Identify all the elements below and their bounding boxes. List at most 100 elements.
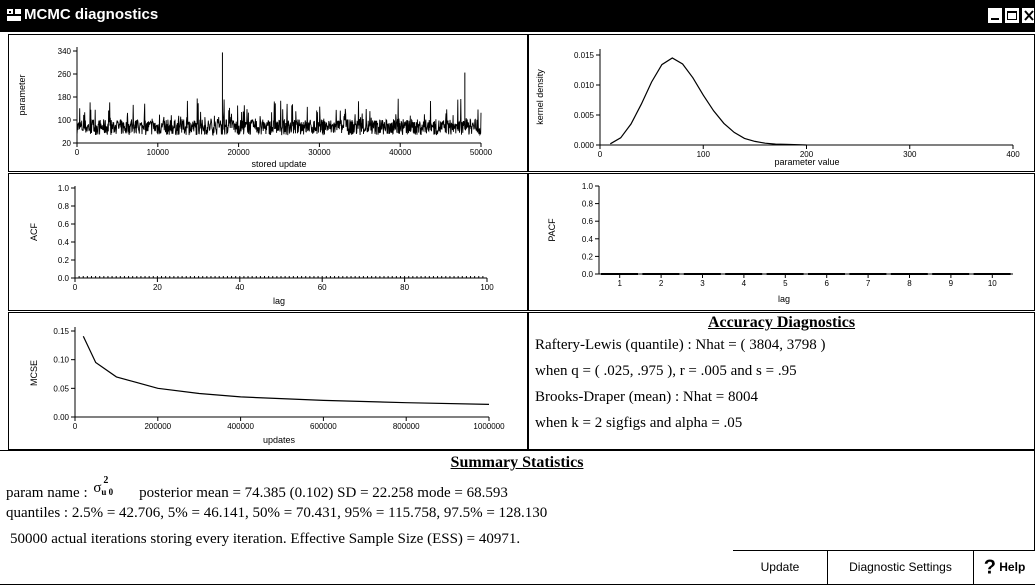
- acf-xtick-label: 40: [235, 283, 244, 292]
- pacf-ytick-label: 0.4: [582, 235, 594, 244]
- acf-xtick-label: 80: [400, 283, 409, 292]
- pacf-xtick-label: 5: [783, 279, 788, 288]
- pacf-panel: 0.0 0.2 0.4 0.6 0.8 1.0 1 2 3 4 5 6 7 8 9 10 PACF lag: [528, 173, 1035, 311]
- acf-xtick-label: 60: [318, 283, 327, 292]
- trace-ytick-label: 260: [58, 70, 72, 79]
- quantiles-line: quantiles : 2.5% = 42.706, 5% = 46.141, …: [6, 505, 548, 521]
- density-xlabel: parameter value: [774, 157, 839, 167]
- pacf-ytick-label: 0.6: [582, 217, 594, 226]
- pacf-xtick-label: 6: [824, 279, 829, 288]
- mcse-xtick-label: 800000: [393, 422, 420, 431]
- mcse-ytick-label: 0.00: [53, 413, 69, 422]
- brooks-draper-line: Brooks-Draper (mean) : Nhat = 8004: [535, 389, 758, 405]
- density-ytick-label: 0.000: [574, 141, 595, 150]
- pacf-xtick-label: 2: [659, 279, 664, 288]
- density-ytick-label: 0.005: [574, 111, 595, 120]
- trace-xtick-label: 10000: [147, 148, 170, 157]
- acf-plot: 0.0 0.2 0.4 0.6 0.8 1.0 0 20 40 60 80 100 ACF lag: [29, 184, 494, 306]
- acf-xtick-label: 100: [480, 283, 494, 292]
- trace-xtick-label: 20000: [227, 148, 250, 157]
- raftery-lewis-condition: when q = ( .025, .975 ), r = .005 and s …: [535, 363, 797, 379]
- trace-series: [76, 98, 482, 137]
- acf-ytick-label: 0.4: [58, 238, 70, 247]
- pacf-ylabel: PACF: [547, 218, 557, 242]
- acf-ylabel: ACF: [29, 222, 39, 241]
- mcse-xlabel: updates: [263, 435, 296, 445]
- acf-ytick-label: 0.2: [58, 256, 70, 265]
- pacf-xtick-label: 4: [742, 279, 747, 288]
- pacf-xtick-label: 10: [988, 279, 997, 288]
- acf-ytick-label: 0.8: [58, 202, 70, 211]
- density-panel: 0.000 0.005 0.010 0.015 0 100 200 300 400 kerne…: [528, 34, 1035, 172]
- pacf-plot: 0.0 0.2 0.4 0.6 0.8 1.0 1 2 3 4 5 6 7 8 9 10 PACF lag: [547, 182, 1013, 304]
- acf-panel: 0.0 0.2 0.4 0.6 0.8 1.0 0 20 40 60 80 100 ACF lag: [8, 173, 528, 311]
- density-xtick-label: 300: [903, 150, 917, 159]
- minimize-icon: [991, 18, 999, 20]
- density-plot: 0.000 0.005 0.010 0.015 0 100 200 300 400 kerne…: [535, 49, 1020, 167]
- pacf-xlabel: lag: [778, 294, 790, 304]
- trace-xtick-label: 40000: [389, 148, 412, 157]
- mcse-ytick-label: 0.10: [53, 356, 69, 365]
- help-button[interactable]: ? Help: [974, 550, 1035, 584]
- window-title: MCMC diagnostics: [24, 6, 159, 23]
- trace-ytick-label: 20: [62, 139, 71, 148]
- pacf-xtick-label: 1: [617, 279, 622, 288]
- diagnostic-settings-button[interactable]: Diagnostic Settings: [828, 550, 974, 584]
- mcse-xtick-label: 400000: [227, 422, 254, 431]
- acf-ytick-label: 1.0: [58, 184, 70, 193]
- mcse-xtick-label: 200000: [144, 422, 171, 431]
- pacf-ytick-label: 1.0: [582, 182, 594, 191]
- maximize-icon: [1007, 11, 1017, 20]
- trace-xtick-label: 50000: [470, 148, 493, 157]
- app-icon: [7, 9, 21, 21]
- trace-plot: 20 100 180 260 340 0 10000 20000 30000 40000 5000…: [17, 47, 493, 169]
- density-xtick-label: 200: [800, 150, 814, 159]
- mcse-xtick-label: 600000: [310, 422, 337, 431]
- pacf-xtick-label: 8: [907, 279, 912, 288]
- pacf-ytick-label: 0.0: [582, 270, 594, 279]
- minimize-button[interactable]: [987, 7, 1003, 24]
- mcse-ytick-label: 0.05: [53, 384, 69, 393]
- pacf-xtick-label: 3: [700, 279, 705, 288]
- mcse-panel: 0.00 0.05 0.10 0.15 0 200000 400000 600000 8000…: [8, 312, 528, 450]
- mcse-plot: 0.00 0.05 0.10 0.15 0 200000 400000 600000 8000…: [29, 327, 505, 445]
- trace-panel: 20 100 180 260 340 0 10000 20000 30000 40000 5000…: [8, 34, 528, 172]
- density-ytick-label: 0.015: [574, 51, 595, 60]
- button-row: Update Diagnostic Settings ? Help: [733, 550, 1035, 584]
- param-label: param name :: [6, 485, 88, 501]
- mcse-ytick-label: 0.15: [53, 327, 69, 336]
- maximize-button[interactable]: [1004, 7, 1020, 24]
- trace-ytick-label: 340: [58, 47, 72, 56]
- trace-ytick-label: 100: [58, 116, 72, 125]
- trace-ylabel: parameter: [17, 74, 27, 115]
- acf-xtick-label: 20: [153, 283, 162, 292]
- param-row: param name : σ 2 u 0 posterior mean = 74…: [6, 475, 508, 502]
- density-xtick-label: 0: [598, 150, 603, 159]
- pacf-ytick-label: 0.2: [582, 252, 594, 261]
- mcse-curve: [82, 335, 490, 405]
- posterior-stats: posterior mean = 74.385 (0.102) SD = 22.…: [139, 485, 508, 501]
- update-button[interactable]: Update: [733, 550, 828, 584]
- mcse-ylabel: MCSE: [29, 360, 39, 386]
- acf-ytick-label: 0.0: [58, 274, 70, 283]
- density-ytick-label: 0.010: [574, 81, 595, 90]
- trace-xtick-label: 0: [75, 148, 80, 157]
- iterations-line: 50000 actual iterations storing every it…: [10, 531, 521, 547]
- close-icon: [1024, 10, 1034, 21]
- pacf-ytick-label: 0.8: [582, 200, 594, 209]
- trace-ytick-label: 180: [58, 93, 72, 102]
- acf-xtick-label: 0: [73, 283, 78, 292]
- brooks-draper-condition: when k = 2 sigfigs and alpha = .05: [535, 415, 743, 431]
- pacf-xtick-label: 9: [949, 279, 954, 288]
- question-mark-icon: ?: [983, 556, 996, 579]
- raftery-lewis-line: Raftery-Lewis (quantile) : Nhat = ( 3804…: [535, 337, 826, 353]
- summary-title: Summary Statistics: [450, 454, 584, 471]
- acf-ytick-label: 0.6: [58, 220, 70, 229]
- density-ylabel: kernel density: [535, 69, 545, 125]
- title-bar[interactable]: MCMC diagnostics: [0, 0, 1035, 32]
- accuracy-title: Accuracy Diagnostics: [707, 314, 856, 331]
- close-button[interactable]: [1021, 7, 1035, 24]
- density-xtick-label: 100: [697, 150, 711, 159]
- accuracy-diagnostics-panel: Accuracy Diagnostics Raftery-Lewis (quan…: [528, 312, 1035, 450]
